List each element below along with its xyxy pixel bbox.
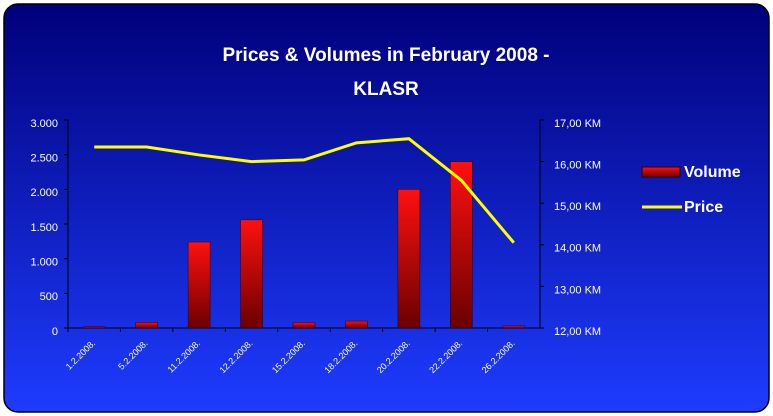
bar bbox=[345, 320, 368, 329]
bar bbox=[450, 161, 473, 329]
price-line bbox=[94, 137, 515, 244]
y-tick-label: 1.500 bbox=[30, 222, 58, 234]
y-tick-label: 2.000 bbox=[30, 187, 58, 199]
bar bbox=[82, 326, 106, 329]
y-tick-label: 0 bbox=[52, 326, 58, 338]
legend-label: Volume bbox=[684, 164, 741, 181]
bar bbox=[397, 189, 421, 329]
y2-tick-label: 13,00 KM bbox=[554, 284, 601, 296]
y-tick-label: 3.000 bbox=[30, 118, 58, 130]
y-tick-label: 1.000 bbox=[30, 257, 58, 269]
bar bbox=[240, 219, 263, 329]
y2-tick-label: 17,00 KM bbox=[554, 118, 601, 130]
legend-label: Price bbox=[684, 199, 723, 216]
y2-tick-label: 14,00 KM bbox=[554, 243, 601, 255]
y-tick-label: 2.500 bbox=[30, 153, 58, 165]
y-tick-label: 500 bbox=[40, 291, 58, 303]
y2-tick-label: 15,00 KM bbox=[554, 201, 601, 213]
y2-tick-label: 16,00 KM bbox=[554, 160, 601, 172]
chart-title: Prices & Volumes in February 2008 - bbox=[222, 45, 549, 66]
bar bbox=[135, 322, 158, 329]
bar bbox=[292, 322, 316, 329]
y2-tick-label: 12,00 KM bbox=[554, 326, 601, 338]
bar bbox=[187, 241, 211, 329]
chart-title: KLASR bbox=[353, 79, 419, 100]
bar bbox=[502, 325, 526, 329]
legend-swatch bbox=[641, 166, 681, 178]
